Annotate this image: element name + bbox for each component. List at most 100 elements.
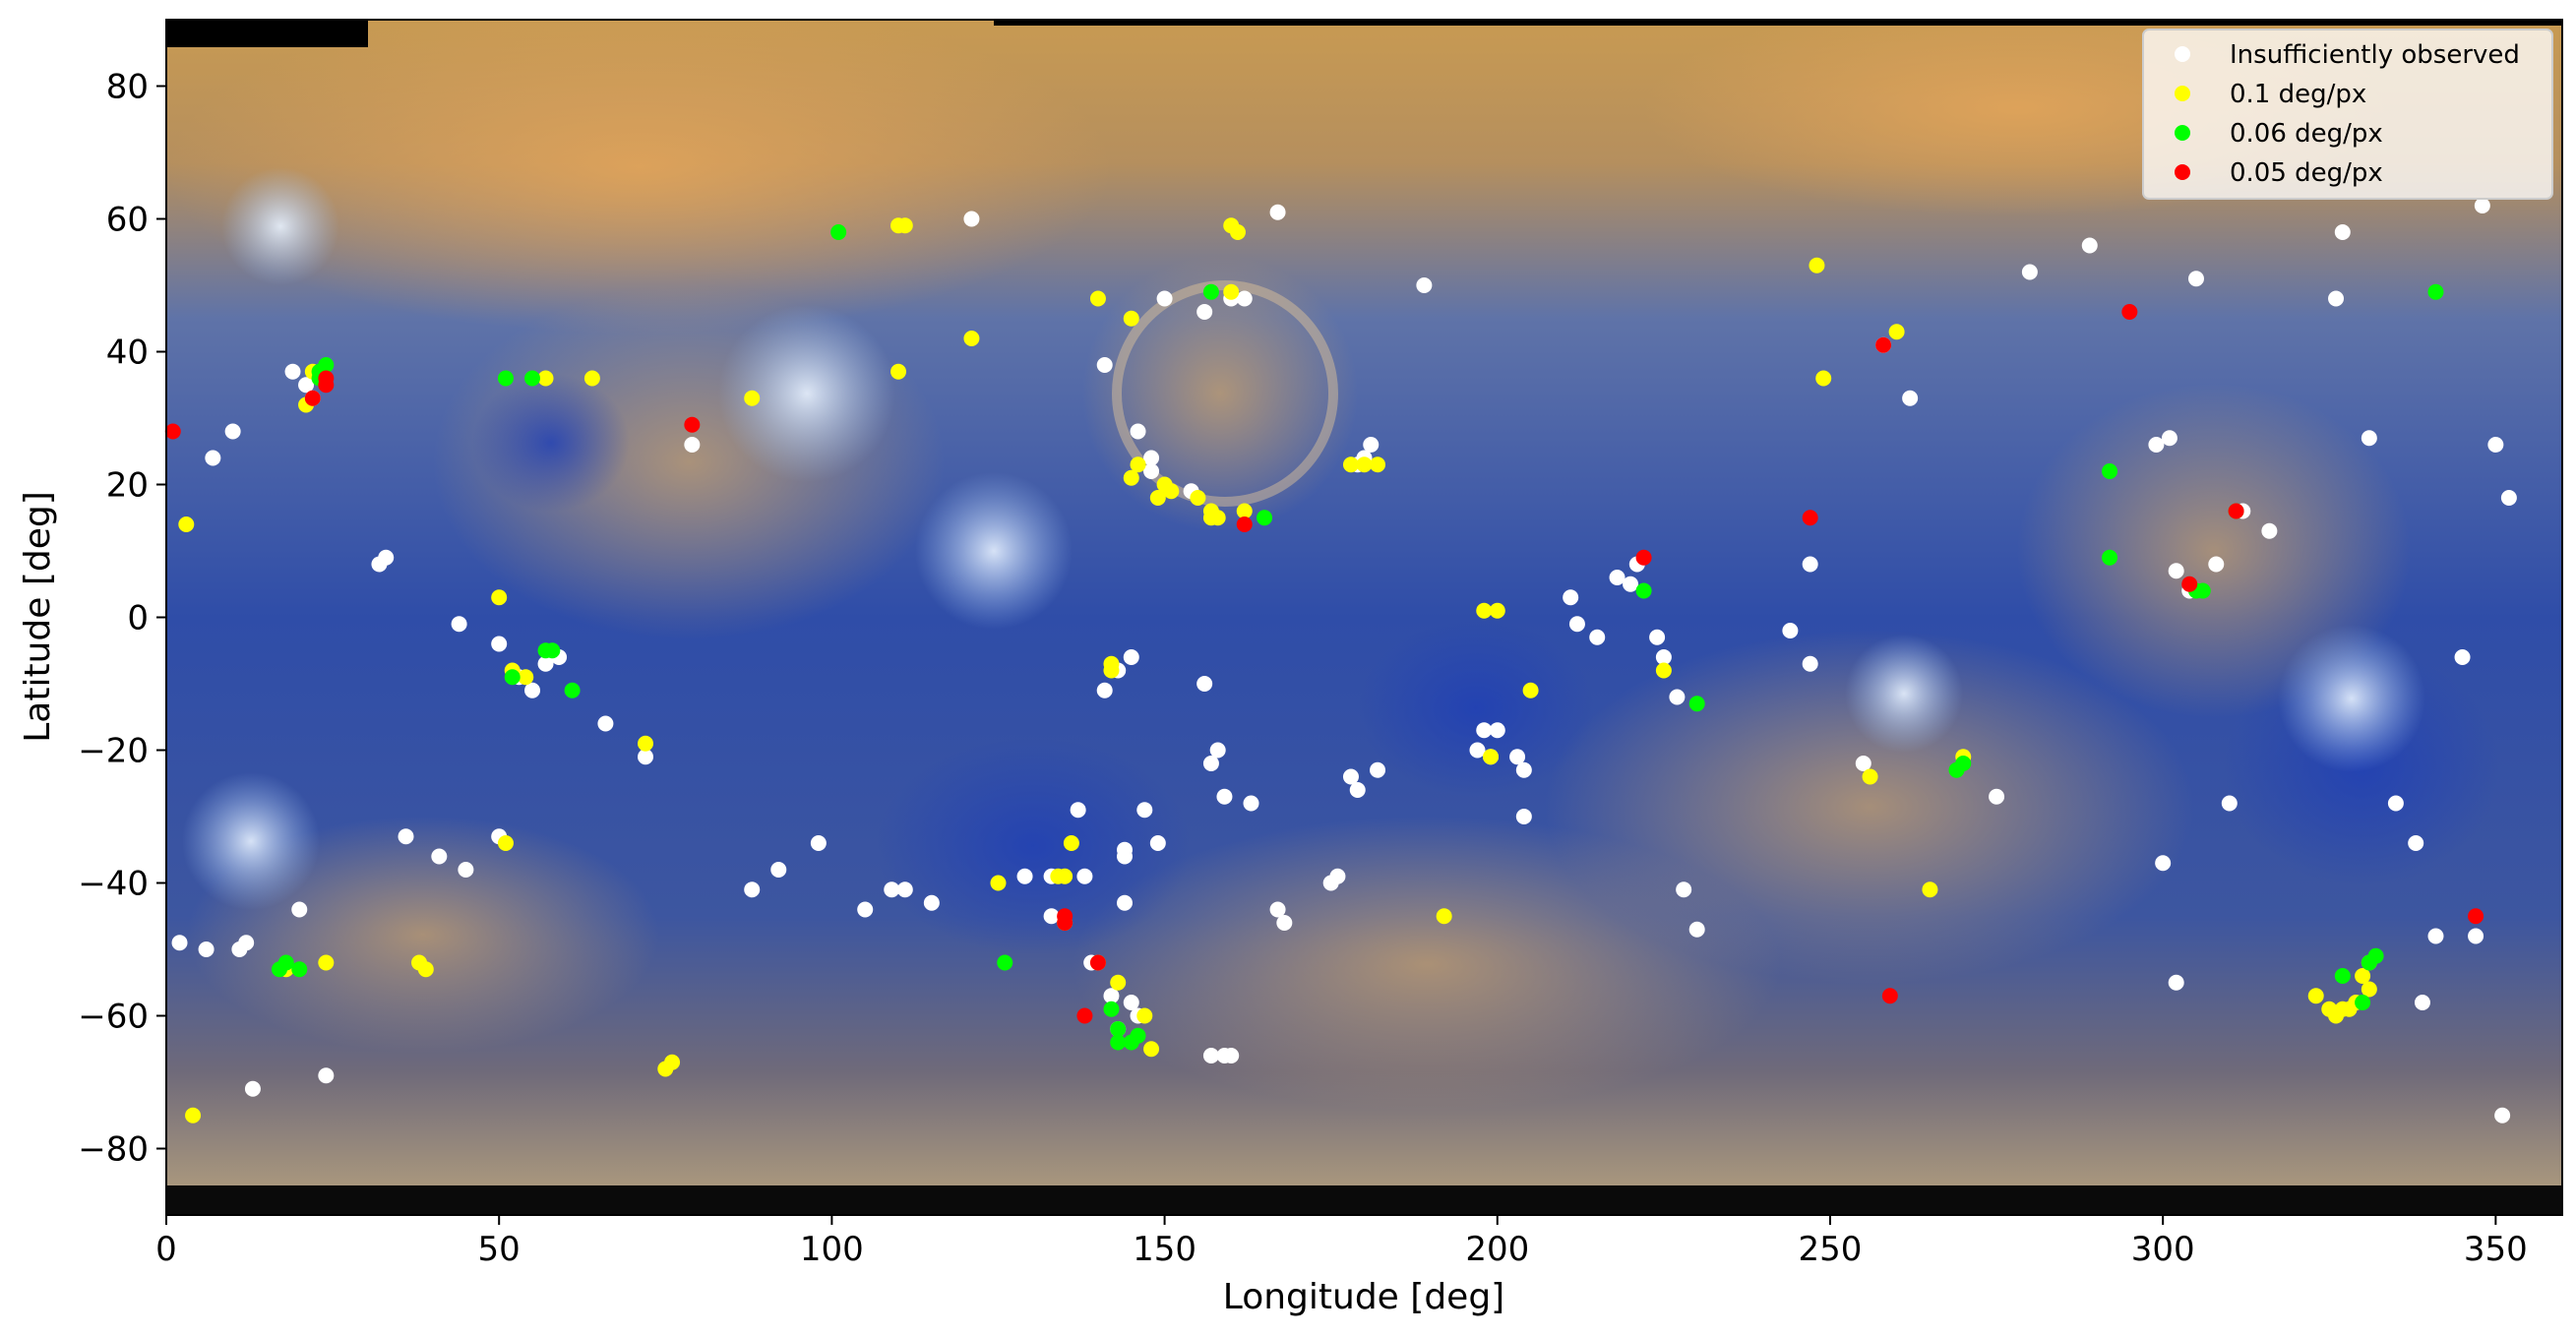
- data-point: [2121, 304, 2138, 320]
- data-point: [537, 655, 554, 672]
- data-point: [1143, 1041, 1160, 1058]
- data-point: [1802, 556, 1818, 573]
- data-point: [1089, 290, 1106, 307]
- data-point: [1096, 682, 1113, 698]
- data-point: [178, 516, 195, 532]
- legend-label: Insufficiently observed: [2230, 40, 2520, 70]
- data-point: [1163, 483, 1180, 500]
- data-point: [1123, 469, 1139, 486]
- data-point: [2307, 988, 2324, 1004]
- data-point: [1076, 1007, 1093, 1024]
- y-tick-label: −80: [78, 1130, 149, 1170]
- data-point: [1888, 324, 1905, 340]
- x-tick-label: 300: [2131, 1230, 2195, 1269]
- data-point: [1016, 868, 1033, 884]
- data-point: [1342, 768, 1359, 785]
- y-tick-label: 60: [106, 201, 149, 240]
- data-point: [1229, 224, 1246, 240]
- data-point: [1089, 954, 1106, 971]
- legend-item: 0.05 deg/px: [2175, 158, 2383, 188]
- data-point: [1123, 995, 1139, 1010]
- data-markers: [164, 198, 2517, 1123]
- legend-marker: [2175, 46, 2190, 62]
- data-point: [2355, 968, 2371, 984]
- data-point: [810, 835, 827, 851]
- data-point: [2361, 430, 2377, 447]
- data-point: [1922, 881, 1938, 898]
- data-point: [244, 1080, 261, 1097]
- x-tick-label: 0: [155, 1230, 177, 1269]
- x-tick-label: 50: [478, 1230, 521, 1269]
- data-point: [1589, 629, 1606, 645]
- data-point: [1483, 749, 1500, 765]
- data-point: [1609, 570, 1625, 585]
- data-point: [1130, 1027, 1146, 1044]
- data-point: [1196, 676, 1213, 692]
- y-tick-label: 80: [106, 68, 149, 107]
- legend-item: 0.1 deg/px: [2175, 80, 2366, 109]
- data-point: [1057, 868, 1073, 884]
- data-point: [1136, 1007, 1153, 1024]
- data-point: [1117, 894, 1133, 911]
- data-point: [284, 363, 301, 380]
- series-3: [164, 304, 2484, 1024]
- data-point: [1209, 510, 1226, 526]
- data-point: [1855, 756, 1871, 771]
- data-point: [744, 881, 761, 898]
- data-point: [1076, 868, 1093, 884]
- data-point: [2021, 264, 2038, 280]
- data-point: [2194, 582, 2211, 599]
- data-point: [1276, 915, 1293, 931]
- data-point: [417, 961, 434, 978]
- data-point: [664, 1054, 681, 1070]
- data-point: [744, 390, 761, 406]
- legend-item: 0.06 deg/px: [2175, 119, 2383, 149]
- data-point: [2494, 1107, 2511, 1123]
- data-point: [890, 363, 907, 380]
- x-tick-label: 100: [800, 1230, 864, 1269]
- plot-area: [164, 19, 2563, 1216]
- data-point: [1190, 490, 1206, 506]
- data-point: [2148, 437, 2165, 453]
- data-point: [1363, 437, 1380, 453]
- data-point: [997, 954, 1013, 971]
- x-tick-label: 350: [2464, 1230, 2528, 1269]
- data-point: [2102, 549, 2118, 566]
- data-point: [896, 217, 913, 234]
- data-point: [2155, 855, 2172, 872]
- data-point: [857, 901, 874, 918]
- data-point: [1416, 277, 1433, 293]
- data-point: [1955, 756, 1972, 771]
- legend-label: 0.05 deg/px: [2230, 158, 2383, 188]
- data-point: [1688, 921, 1705, 938]
- data-point: [518, 669, 534, 686]
- data-point: [884, 881, 900, 898]
- data-point: [1149, 490, 1166, 506]
- data-point: [1110, 974, 1127, 991]
- y-tick-label: −20: [78, 732, 149, 771]
- data-point: [171, 935, 188, 951]
- data-point: [1469, 742, 1486, 759]
- data-point: [2181, 576, 2198, 592]
- data-point: [524, 682, 541, 698]
- data-point: [318, 1067, 335, 1084]
- data-point: [2228, 503, 2244, 519]
- data-point: [198, 941, 215, 957]
- data-point: [2081, 237, 2098, 254]
- data-point: [923, 894, 940, 911]
- data-point: [205, 450, 221, 466]
- data-point: [1635, 549, 1652, 566]
- data-point: [1370, 761, 1386, 778]
- data-point: [431, 848, 448, 865]
- data-point: [2361, 981, 2377, 998]
- data-point: [1223, 283, 1240, 300]
- data-point: [1515, 809, 1532, 824]
- data-point: [1202, 756, 1219, 771]
- data-point: [1143, 463, 1160, 479]
- y-axis: −80 −60 −40 −20 0 20 40 60 80: [78, 68, 166, 1170]
- data-point: [1117, 848, 1133, 865]
- y-axis-label: Latitude [deg]: [18, 491, 58, 743]
- data-point: [1655, 662, 1672, 679]
- data-point: [2414, 995, 2430, 1010]
